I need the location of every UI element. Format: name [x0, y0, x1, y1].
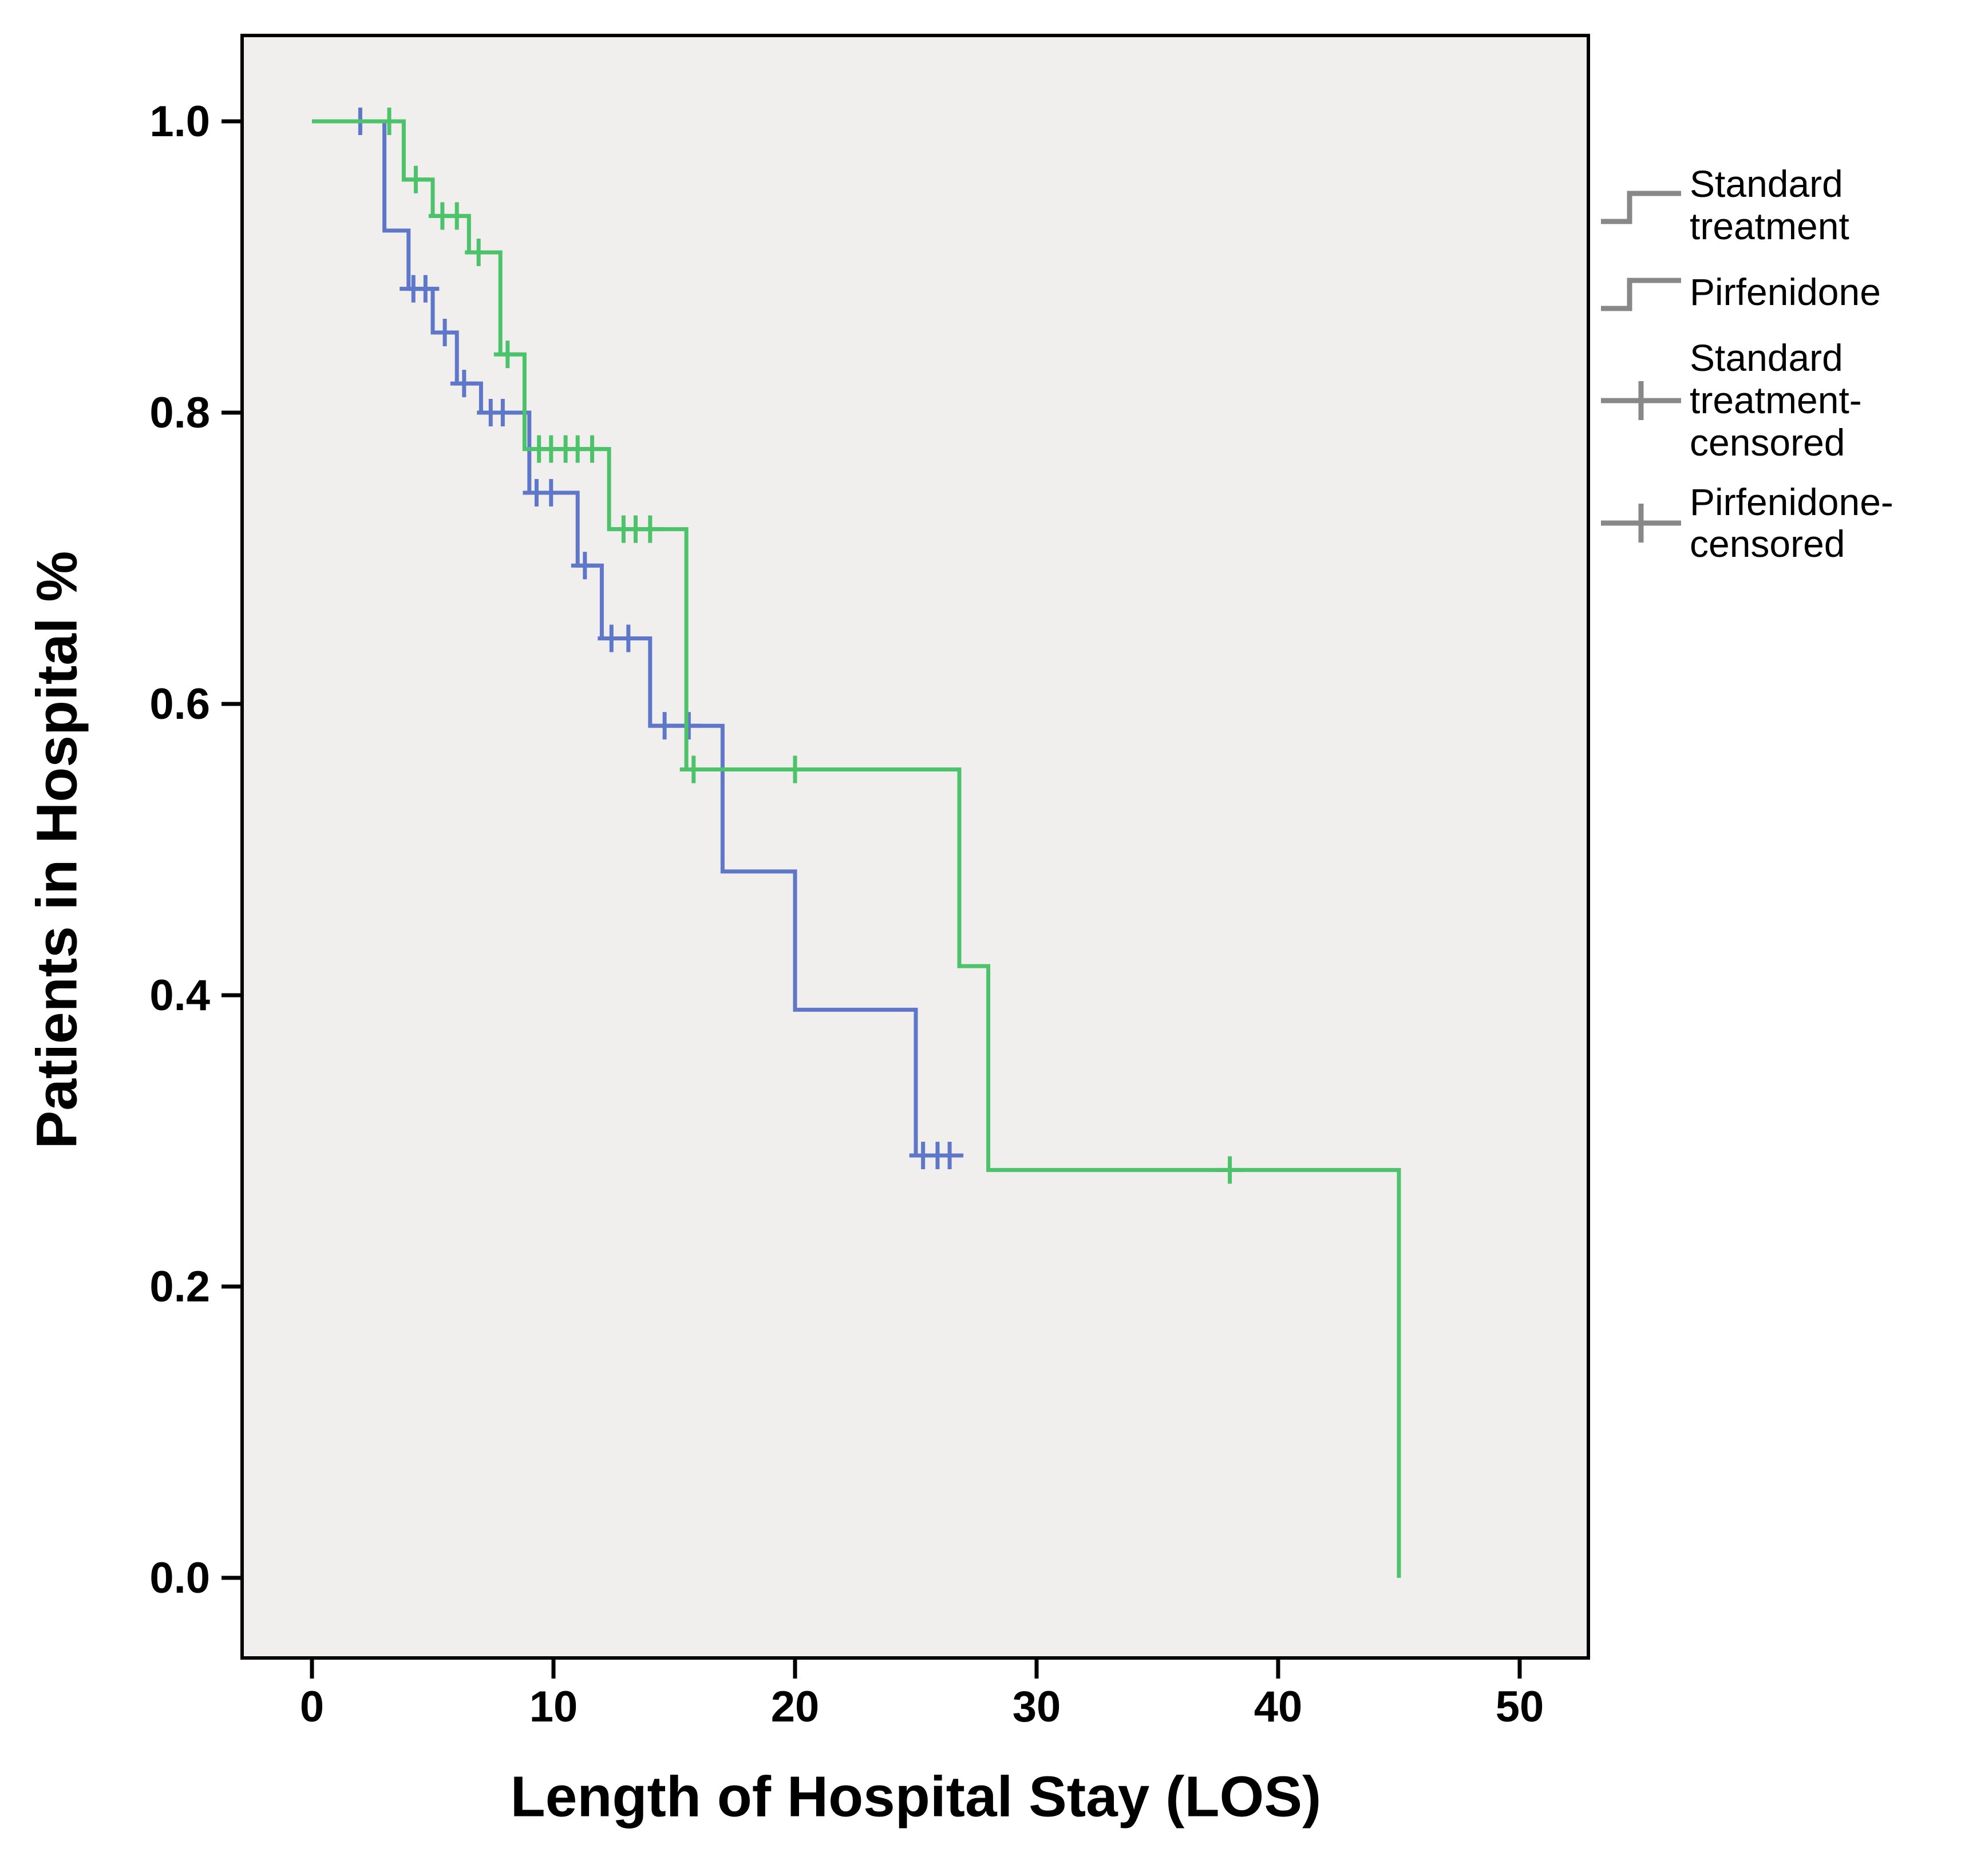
y-tick-label: 0.0 [149, 1554, 210, 1602]
censored-mark-icon [614, 624, 642, 652]
legend-label: Standard treatment- censored [1690, 336, 1862, 464]
legend-item-pirfenidone: Pirfenidone [1598, 265, 1893, 320]
x-axis-title: Length of Hospital Stay (LOS) [510, 1764, 1322, 1829]
legend: Standard treatment Pirfenidone Standard … [1598, 163, 1893, 565]
censored-mark-icon [450, 370, 478, 398]
series-pirfenidone [312, 108, 1401, 1578]
step-line-icon [1601, 278, 1681, 311]
axes: 0 10 20 30 40 50 0.0 0.2 0.4 0.6 0.8 1.0 [149, 97, 1544, 1731]
censored-mark-icon [493, 341, 521, 369]
x-tick-label: 50 [1496, 1683, 1544, 1731]
censored-mark-icon [651, 712, 679, 740]
legend-item-standard-treatment-censored: Standard treatment- censored [1598, 337, 1893, 464]
censored-mark-icon [679, 755, 707, 783]
legend-label: Pirfenidone [1690, 270, 1881, 313]
y-axis-title: Patients in Hospital % [25, 551, 89, 1149]
y-tick-label: 0.4 [149, 971, 210, 1020]
series-standard-treatment [312, 108, 964, 1169]
x-tick-label: 0 [300, 1683, 324, 1731]
censored-mark-icon [375, 108, 404, 135]
censored-plus-icon [1601, 381, 1681, 420]
censored-mark-icon [578, 435, 606, 463]
censored-mark-icon [412, 275, 440, 303]
censored-mark-icon [465, 239, 493, 267]
censored-mark-icon [489, 399, 517, 426]
y-tick-label: 1.0 [149, 97, 210, 146]
y-tick-label: 0.2 [149, 1262, 210, 1311]
y-tick-label: 0.6 [149, 680, 210, 729]
censored-plus-icon [1601, 504, 1681, 543]
x-tick-label: 10 [529, 1683, 578, 1731]
legend-item-standard-treatment: Standard treatment [1598, 163, 1893, 248]
x-tick-label: 30 [1013, 1683, 1061, 1731]
censored-mark-icon [402, 165, 430, 193]
x-tick-label: 20 [771, 1683, 820, 1731]
step-line-icon [1601, 191, 1681, 224]
censored-mark-icon [1216, 1156, 1244, 1184]
censored-mark-icon [675, 712, 703, 740]
plot-area [240, 34, 1590, 1660]
censored-mark-icon [571, 552, 599, 580]
survival-curve [312, 119, 1401, 1578]
censored-mark-icon [431, 319, 459, 347]
censored-mark-icon [537, 478, 565, 506]
censored-mark-icon [781, 755, 809, 783]
x-tick-label: 40 [1254, 1683, 1303, 1731]
legend-item-pirfenidone-censored: Pirfenidone- censored [1598, 481, 1893, 566]
censored-mark-icon [443, 202, 471, 230]
legend-label: Standard treatment [1690, 163, 1849, 247]
censored-mark-icon [636, 515, 664, 543]
censored-mark-icon [936, 1141, 964, 1169]
y-tick-label: 0.8 [149, 389, 210, 437]
legend-label: Pirfenidone- censored [1690, 480, 1893, 565]
